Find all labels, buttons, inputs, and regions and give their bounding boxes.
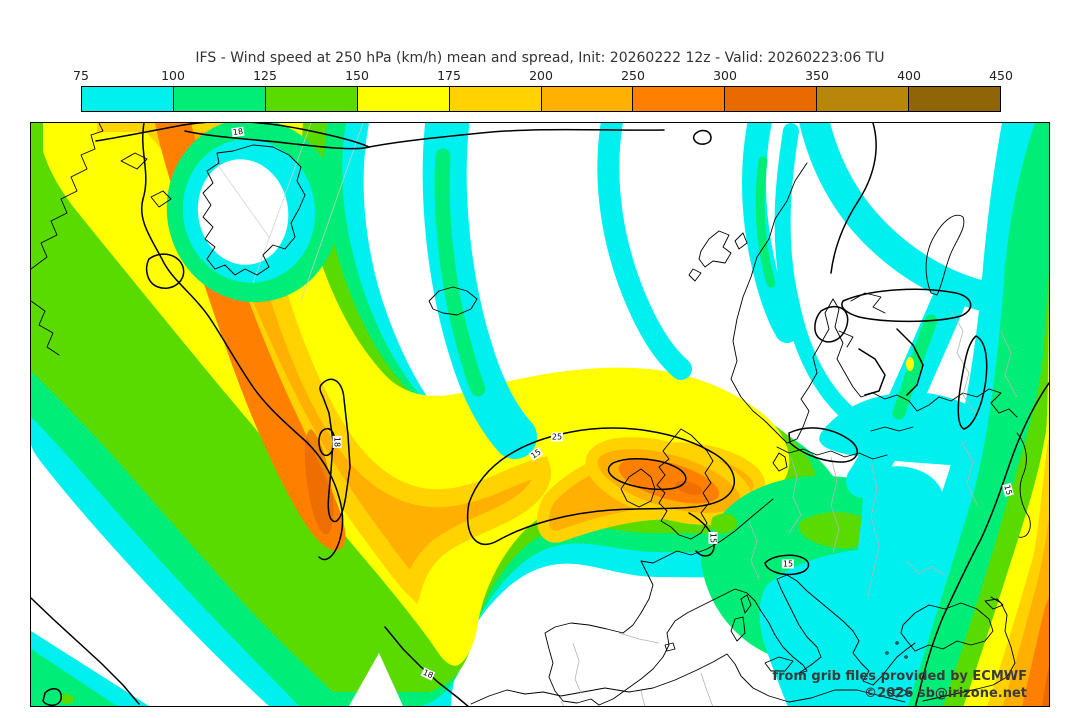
colorbar-tick-label: 250 <box>621 68 645 83</box>
colorbar-tick-label: 100 <box>161 68 185 83</box>
spread-contours <box>31 123 1049 706</box>
colorbar-tick-label: 175 <box>437 68 461 83</box>
colorbar-segment <box>265 87 358 111</box>
colorbar-tick-label: 75 <box>73 68 89 83</box>
colorbar-segment <box>82 87 174 111</box>
colorbar-segment <box>909 87 1001 111</box>
map-canvas: 18 18 15 25 15 15 18 15 from grib files provide… <box>30 122 1050 707</box>
colorbar-segment <box>173 87 266 111</box>
map-graphic <box>31 123 1049 706</box>
colorbar-segment <box>633 87 726 111</box>
colorbar-tick-label: 400 <box>897 68 921 83</box>
contour-label: 18 <box>332 435 342 449</box>
chart-title: IFS - Wind speed at 250 hPa (km/h) mean … <box>195 50 885 66</box>
attribution-source: from grib files provided by ECMWF <box>772 669 1027 684</box>
colorbar-tick-label: 350 <box>805 68 829 83</box>
colorbar-tick-label: 200 <box>529 68 553 83</box>
contour-label: 15 <box>781 559 795 569</box>
colorbar <box>81 86 1001 112</box>
graticule-lines <box>214 123 364 302</box>
contour-label: 15 <box>708 531 718 545</box>
colorbar-segment <box>449 87 542 111</box>
contour-label: 18 <box>231 126 245 138</box>
contour-label: 25 <box>550 432 564 442</box>
colorbar-segment <box>357 87 450 111</box>
colorbar-segment <box>541 87 634 111</box>
colorbar-tick-label: 300 <box>713 68 737 83</box>
colorbar-segment <box>725 87 818 111</box>
wind-fill-layers <box>31 123 1049 706</box>
colorbar-tick-label: 125 <box>253 68 277 83</box>
colorbar-tick-label: 150 <box>345 68 369 83</box>
colorbar-tick-label: 450 <box>989 68 1013 83</box>
country-borders <box>560 310 1018 706</box>
colorbar-segment <box>817 87 910 111</box>
attribution-copyright: ©2026 sb@irizone.net <box>864 686 1027 701</box>
